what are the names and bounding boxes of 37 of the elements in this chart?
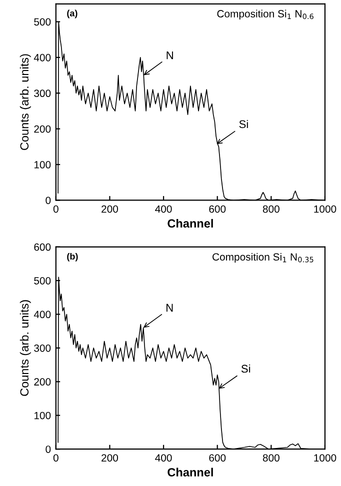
y-tick-label: 400 bbox=[34, 310, 51, 318]
x-axis-title: Channel bbox=[168, 218, 213, 228]
y-tick-label: 100 bbox=[34, 412, 51, 420]
x-tick-label: 1000 bbox=[314, 205, 336, 213]
x-tick-label: 1000 bbox=[314, 454, 336, 462]
y-tick-label: 0 bbox=[46, 446, 51, 453]
y-tick-label: 500 bbox=[34, 18, 51, 26]
y-tick-label: 200 bbox=[34, 378, 51, 386]
x-tick-label: 400 bbox=[155, 454, 172, 462]
annotation: (a) bbox=[67, 10, 78, 18]
x-tick-label: 400 bbox=[155, 205, 172, 213]
annotation: N bbox=[166, 51, 173, 60]
y-axis-title: Counts (arb. units) bbox=[20, 54, 31, 150]
x-tick-label: 200 bbox=[102, 205, 118, 213]
x-tick-label: 0 bbox=[53, 205, 58, 213]
y-axis-title: Counts (arb. units) bbox=[20, 300, 31, 396]
y-tick-label: 200 bbox=[34, 125, 51, 133]
x-tick-label: 200 bbox=[102, 454, 118, 462]
y-tick-label: 100 bbox=[34, 161, 51, 168]
y-tick-label: 0 bbox=[46, 196, 51, 204]
x-tick-label: 600 bbox=[209, 205, 226, 213]
y-tick-label: 600 bbox=[34, 243, 51, 251]
x-tick-label: 0 bbox=[53, 454, 58, 462]
x-tick-label: 800 bbox=[262, 454, 280, 462]
y-tick-label: 300 bbox=[34, 344, 51, 352]
y-tick-label: 400 bbox=[34, 54, 51, 62]
annotation: Composition Si$_{1}$ N$_{0.35}$ bbox=[212, 252, 314, 263]
x-axis-title: Channel bbox=[168, 468, 213, 476]
annotation: Si bbox=[239, 120, 248, 128]
annotation: N bbox=[166, 304, 173, 312]
annotation: (b) bbox=[67, 252, 78, 262]
x-tick-label: 600 bbox=[209, 454, 226, 462]
x-tick-label: 800 bbox=[262, 205, 280, 213]
annotation: Si bbox=[241, 364, 250, 373]
y-tick-label: 300 bbox=[34, 90, 51, 98]
y-tick-label: 500 bbox=[34, 277, 51, 284]
annotation: Composition Si$_{1}$ N$_{0.6}$ bbox=[217, 10, 314, 20]
